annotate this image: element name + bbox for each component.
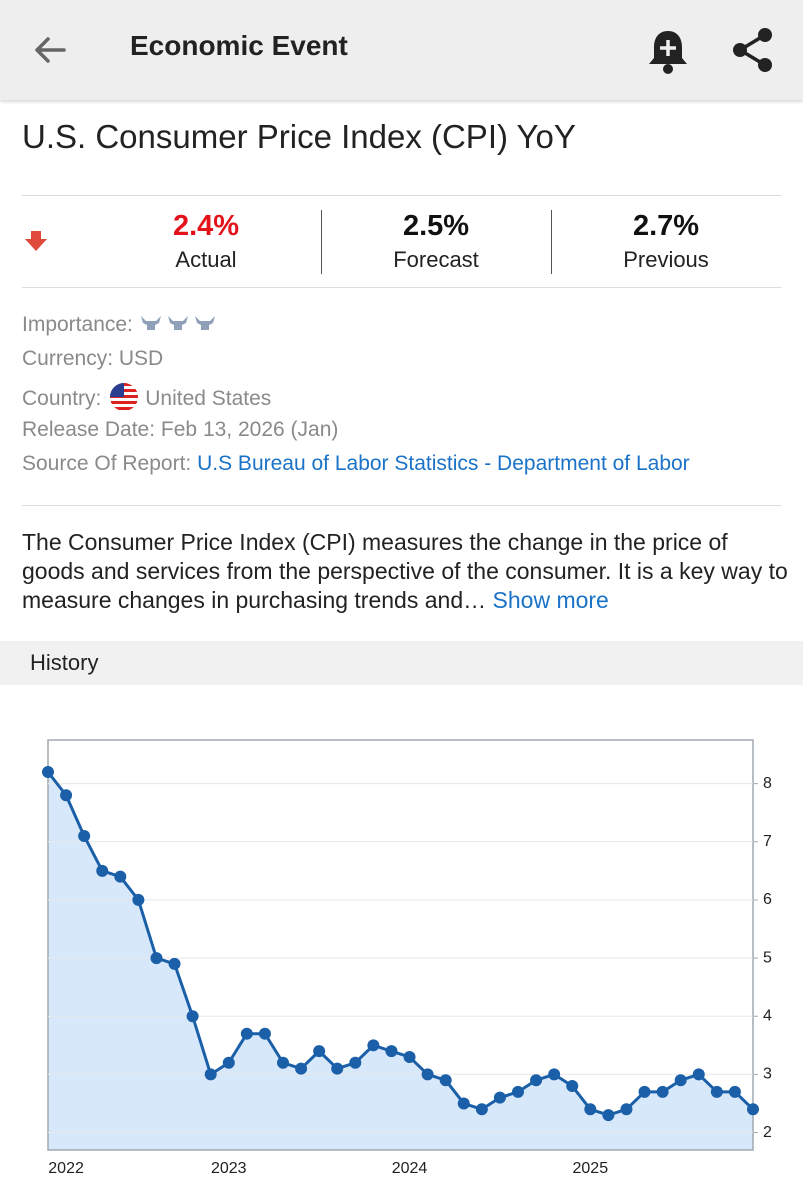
- point: [132, 893, 145, 906]
- description-text: The Consumer Price Index (CPI) measures …: [22, 529, 788, 613]
- point: [150, 952, 163, 965]
- y-tick-label: 4: [763, 1007, 772, 1024]
- importance-icons: [140, 316, 215, 330]
- point: [42, 765, 54, 778]
- stat-forecast: 2.5% Forecast: [321, 210, 551, 273]
- y-tick-label: 5: [763, 949, 772, 966]
- x-tick-label: 2024: [392, 1160, 428, 1177]
- stat-label: Previous: [623, 247, 709, 272]
- point: [240, 1027, 253, 1040]
- info-label: Release Date:: [22, 418, 156, 441]
- point: [457, 1097, 470, 1110]
- point: [349, 1056, 362, 1069]
- point: [548, 1068, 561, 1081]
- flag-icon: [110, 383, 139, 411]
- section-band: [0, 641, 803, 685]
- info-label: Source Of Report:: [22, 452, 192, 475]
- stat-value: 2.4%: [172, 210, 240, 242]
- info-label: Currency:: [22, 347, 114, 370]
- point: [277, 1056, 289, 1069]
- y-tick-label: 2: [763, 1124, 772, 1141]
- info-value: Feb 13, 2026 (Jan): [160, 418, 339, 441]
- point: [403, 1050, 416, 1063]
- x-tick-label: 2025: [573, 1160, 609, 1177]
- point: [728, 1085, 741, 1098]
- point: [584, 1103, 597, 1116]
- point: [295, 1062, 308, 1075]
- event-title: U.S. Consumer Price Index (CPI) YoY: [22, 118, 576, 155]
- point: [421, 1068, 434, 1081]
- source-link[interactable]: U.S Bureau of Labor Statistics - Departm…: [197, 452, 690, 475]
- importance-row: Importance:: [22, 313, 219, 337]
- info-value: United States: [145, 387, 272, 410]
- point: [367, 1039, 380, 1052]
- separator: [551, 210, 552, 274]
- source-row: Source Of Report: U.S Bureau of Labor St…: [22, 452, 690, 476]
- divider: [22, 505, 781, 506]
- stat-label: Forecast: [393, 247, 479, 272]
- point: [475, 1103, 488, 1116]
- point: [78, 829, 91, 842]
- stat-value: 2.5%: [402, 210, 470, 242]
- y-tick-label: 8: [763, 775, 772, 792]
- info-label: Country:: [22, 387, 102, 410]
- point: [331, 1062, 344, 1075]
- point: [710, 1085, 723, 1098]
- info-value: USD: [118, 347, 164, 370]
- point: [60, 789, 73, 802]
- y-tick-label: 7: [763, 833, 772, 850]
- point: [620, 1103, 633, 1116]
- description: The Consumer Price Index (CPI) measures …: [22, 528, 792, 615]
- point: [530, 1074, 543, 1087]
- point: [747, 1103, 759, 1116]
- separator: [321, 210, 322, 274]
- top-bar-title: Economic Event: [130, 30, 348, 61]
- point: [96, 864, 109, 877]
- plot-frame: [47, 739, 754, 1151]
- point: [602, 1109, 615, 1122]
- divider: [22, 287, 781, 288]
- point: [114, 870, 127, 883]
- currency-row: Currency: USD: [22, 347, 163, 371]
- stat-actual: 2.4% Actual: [91, 210, 321, 273]
- point: [168, 957, 181, 970]
- line: [46, 771, 755, 1117]
- point: [512, 1085, 524, 1098]
- point: [638, 1085, 651, 1098]
- stat-label: Actual: [175, 247, 237, 272]
- stat-value: 2.7%: [632, 210, 700, 242]
- y-tick-label: 3: [763, 1066, 772, 1083]
- show-more-link[interactable]: Show more: [492, 587, 609, 613]
- release-row: Release Date: Feb 13, 2026 (Jan): [22, 418, 338, 442]
- point: [222, 1056, 235, 1069]
- top-bar: Economic Event: [0, 0, 803, 100]
- stat-previous: 2.7% Previous: [551, 210, 781, 273]
- point: [186, 1010, 199, 1023]
- y-tick-label: 6: [763, 891, 772, 908]
- chart: 2 3 4 5 6 7 8 2022 2023 2024 2025: [42, 739, 772, 1177]
- share-button[interactable]: [730, 26, 776, 76]
- point: [313, 1045, 326, 1058]
- country-row: Country: United States: [22, 382, 271, 412]
- point: [439, 1074, 452, 1087]
- point: [656, 1085, 669, 1098]
- x-tick-label: 2023: [211, 1160, 247, 1177]
- x-tick-label: 2022: [48, 1160, 84, 1177]
- back-button[interactable]: [30, 30, 70, 70]
- point: [566, 1080, 579, 1093]
- point: [674, 1074, 687, 1087]
- point: [204, 1068, 217, 1081]
- divider: [22, 195, 781, 196]
- section-title: History: [30, 650, 99, 675]
- point: [258, 1027, 271, 1040]
- down-arrow-icon: [25, 231, 47, 251]
- point: [493, 1091, 506, 1104]
- info-label: Importance:: [22, 313, 133, 336]
- point: [692, 1068, 705, 1081]
- point: [385, 1045, 398, 1058]
- alert-button[interactable]: [645, 26, 691, 76]
